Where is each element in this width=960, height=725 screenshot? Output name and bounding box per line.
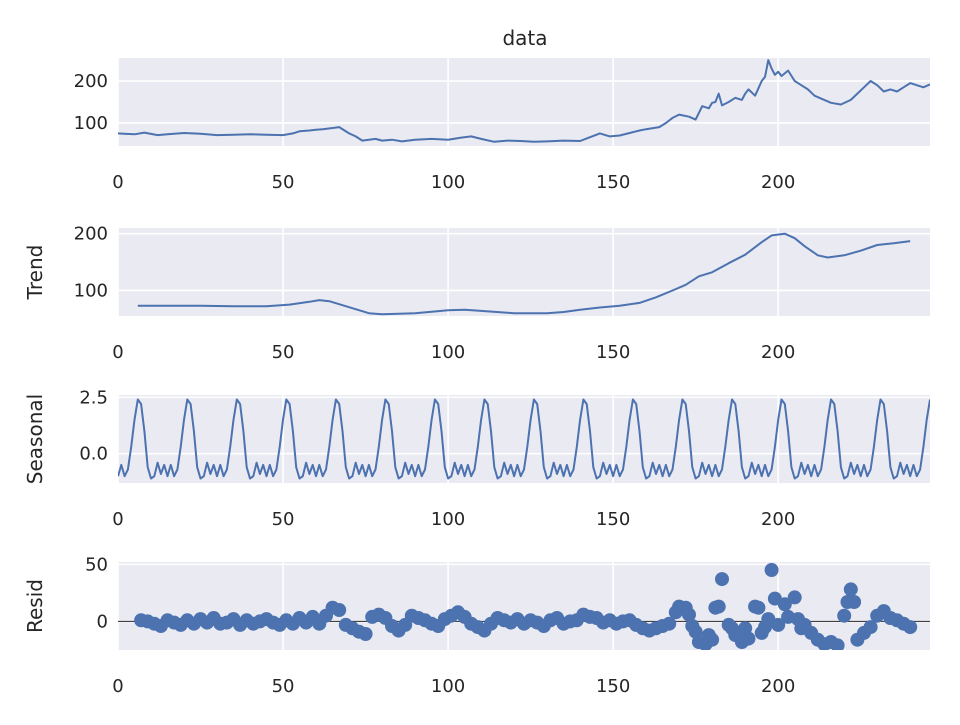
x-tick-label: 50 — [272, 509, 295, 530]
y-tick-label: 0.0 — [79, 444, 108, 465]
resid-point — [771, 617, 786, 632]
resid-point — [711, 599, 726, 614]
x-tick-label: 50 — [272, 172, 295, 193]
resid-point — [830, 638, 845, 650]
x-tick-label: 0 — [112, 172, 123, 193]
x-tick-label: 200 — [761, 172, 795, 193]
resid-point — [358, 627, 373, 641]
panel-observed: 0 50 100 150 200 100 200 — [74, 58, 930, 193]
panel-seasonal: 0 50 100 150 200 0.0 2.5 Seasonal — [23, 387, 930, 530]
chart-title: data — [502, 26, 547, 50]
resid-point — [662, 616, 677, 631]
x-tick-label: 150 — [596, 509, 630, 530]
resid-point — [837, 608, 852, 623]
x-tick-label: 200 — [761, 342, 795, 363]
x-tick-label: 0 — [112, 342, 123, 363]
x-tick-label: 100 — [431, 676, 465, 697]
y-tick-label: 0 — [97, 611, 108, 632]
resid-points — [134, 563, 918, 650]
panel-background — [118, 58, 930, 146]
resid-point — [863, 620, 878, 635]
series-line-observed — [118, 59, 930, 143]
resid-point — [847, 595, 862, 609]
resid-point — [682, 607, 696, 622]
x-tick-label: 100 — [431, 342, 465, 363]
series-line-trend — [137, 232, 911, 316]
x-tick-label: 200 — [761, 509, 795, 530]
panel-background — [118, 562, 930, 650]
resid-point — [843, 582, 858, 597]
y-tick-label: 50 — [85, 554, 108, 575]
x-tick-label: 200 — [761, 676, 795, 697]
y-tick-label: 100 — [74, 280, 108, 301]
x-tick-label: 50 — [272, 342, 295, 363]
panel-background — [118, 228, 930, 316]
y-axis-label: Seasonal — [23, 394, 47, 484]
y-axis-label: Trend — [23, 245, 47, 301]
resid-point — [715, 572, 729, 587]
resid-point — [751, 600, 766, 615]
x-tick-label: 50 — [272, 676, 295, 697]
series-line-seasonal — [118, 398, 930, 480]
panel-resid: 0 50 100 150 200 0 50 Resid — [23, 554, 930, 697]
x-tick-label: 100 — [431, 172, 465, 193]
resid-point — [764, 563, 779, 577]
resid-point — [777, 597, 792, 612]
y-axis-label: Resid — [23, 579, 47, 633]
x-tick-label: 100 — [431, 509, 465, 530]
y-tick-label: 200 — [74, 71, 108, 92]
resid-point — [787, 590, 802, 605]
y-tick-label: 2.5 — [79, 387, 108, 408]
y-tick-label: 200 — [74, 224, 108, 245]
panel-trend: 0 50 100 150 200 100 200 Trend — [23, 224, 930, 363]
x-tick-label: 0 — [112, 676, 123, 697]
resid-point — [332, 603, 347, 617]
resid-point — [741, 631, 756, 646]
x-tick-label: 150 — [596, 676, 630, 697]
y-tick-label: 100 — [74, 113, 108, 134]
x-tick-label: 0 — [112, 509, 123, 530]
resid-point — [705, 632, 720, 647]
x-tick-label: 150 — [596, 172, 630, 193]
resid-point — [903, 620, 918, 635]
x-tick-label: 150 — [596, 342, 630, 363]
